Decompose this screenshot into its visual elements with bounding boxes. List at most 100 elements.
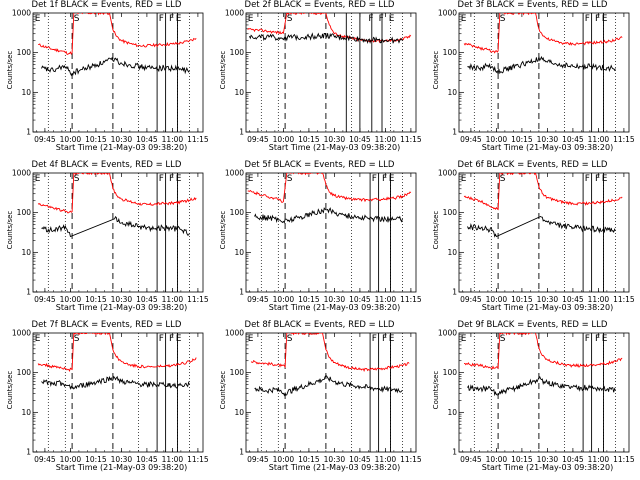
x-tick-label: 10:15: [298, 135, 320, 144]
x-tick-label: 09:45: [460, 455, 482, 464]
y-tick-label: 1: [26, 128, 31, 137]
y-tick-label: 1000: [225, 329, 244, 338]
events-series-line: [467, 375, 616, 397]
x-tick-label: 11:00: [588, 135, 610, 144]
event-marker-label: E: [602, 14, 608, 24]
x-tick-label: 10:45: [349, 295, 371, 304]
y-tick-label: 1000: [12, 9, 31, 18]
axis-frame: [32, 12, 204, 133]
events-series-line: [467, 215, 616, 238]
x-tick-label: 10:45: [349, 135, 371, 144]
event-marker-label: F: [159, 334, 164, 344]
event-marker-label: F: [585, 14, 590, 24]
x-tick-label: 11:15: [613, 295, 635, 304]
x-tick-label: 10:30: [324, 455, 346, 464]
event-marker-label: S: [500, 174, 506, 184]
event-marker-label: F: [585, 334, 590, 344]
plot-area: 1 10 100 1000 09:45 10:00 10:15 10:30 10:45 11:00…: [438, 329, 635, 465]
y-tick-label: 1: [452, 288, 457, 297]
event-marker-label: E: [176, 14, 182, 24]
y-tick-label: 10: [21, 408, 31, 417]
y-tick-label: 10: [21, 248, 31, 257]
event-marker-label: S: [74, 174, 80, 184]
x-tick-label: 10:00: [60, 295, 82, 304]
event-marker-label: E: [248, 174, 254, 184]
chart-title: Det 9f BLACK = Events, RED = LLD: [457, 320, 608, 330]
x-tick-label: 09:45: [460, 295, 482, 304]
event-marker-label: E: [389, 174, 395, 184]
event-marker-label: E: [248, 334, 254, 344]
x-tick-label: 10:00: [60, 135, 82, 144]
event-marker-label: E: [461, 334, 467, 344]
x-axis-label: Start Time (21-May-03 09:38:20): [268, 143, 401, 152]
detector-panel: Det 3f BLACK = Events, RED = LLD Start Ti…: [426, 0, 639, 160]
event-marker-label: F: [159, 14, 164, 24]
x-tick-label: 10:30: [111, 455, 133, 464]
y-tick-label: 100: [443, 48, 458, 57]
event-marker-label: E: [602, 334, 608, 344]
x-tick-label: 10:15: [511, 295, 533, 304]
plot-area: 1 10 100 1000 09:45 10:00 10:15 10:30 10:45 11:00…: [438, 9, 635, 145]
chart-title: Det 5f BLACK = Events, RED = LLD: [244, 160, 395, 170]
x-tick-label: 10:30: [537, 455, 559, 464]
detector-panel: Det 4f BLACK = Events, RED = LLD Start Ti…: [0, 160, 213, 320]
x-tick-label: 10:30: [111, 135, 133, 144]
lld-series-line: [38, 13, 197, 55]
x-tick-label: 09:45: [247, 455, 269, 464]
x-tick-label: 11:00: [162, 455, 184, 464]
y-tick-label: 1: [26, 448, 31, 457]
events-series-line: [467, 55, 616, 75]
event-marker-label: S: [287, 14, 293, 24]
x-tick-label: 10:00: [486, 455, 508, 464]
axis-frame: [245, 12, 417, 133]
events-series-line: [41, 56, 190, 77]
x-tick-label: 11:15: [187, 455, 209, 464]
event-marker-label: F: [595, 174, 600, 184]
lld-series-line: [250, 333, 410, 373]
event-marker-label: F: [169, 14, 174, 24]
x-tick-label: 10:00: [273, 295, 295, 304]
x-tick-label: 10:15: [85, 135, 107, 144]
event-marker-label: F: [595, 14, 600, 24]
y-tick-label: 100: [17, 208, 32, 217]
y-tick-label: 10: [234, 88, 244, 97]
x-tick-label: 10:45: [562, 455, 584, 464]
x-tick-label: 11:15: [400, 135, 422, 144]
axis-frame: [458, 332, 630, 453]
y-tick-label: 100: [443, 368, 458, 377]
y-tick-label: 10: [234, 248, 244, 257]
event-marker-label: F: [379, 14, 384, 24]
event-marker-label: S: [500, 334, 506, 344]
x-tick-label: 11:00: [162, 295, 184, 304]
y-tick-label: 100: [17, 48, 32, 57]
event-marker-label: E: [248, 14, 254, 24]
y-tick-label: 1000: [12, 329, 31, 338]
y-tick-label: 1: [239, 288, 244, 297]
events-series-line: [248, 32, 403, 45]
x-tick-label: 09:45: [247, 295, 269, 304]
x-tick-label: 11:15: [187, 135, 209, 144]
axis-frame: [245, 332, 417, 453]
chart-title: Det 3f BLACK = Events, RED = LLD: [457, 0, 608, 10]
y-tick-label: 1000: [438, 169, 457, 178]
x-tick-label: 11:00: [162, 135, 184, 144]
lld-series-line: [37, 333, 197, 372]
x-tick-label: 09:45: [247, 135, 269, 144]
x-tick-label: 11:00: [375, 295, 397, 304]
y-tick-label: 10: [447, 248, 457, 257]
x-tick-label: 10:15: [511, 455, 533, 464]
y-tick-label: 1000: [12, 169, 31, 178]
event-marker-label: F: [372, 334, 377, 344]
events-series-line: [41, 375, 190, 390]
x-axis-label: Start Time (21-May-03 09:38:20): [481, 463, 614, 472]
plot-area: 1 10 100 1000 09:45 10:00 10:15 10:30 10:45 11:00…: [12, 169, 209, 305]
x-axis-label: Start Time (21-May-03 09:38:20): [268, 463, 401, 472]
y-tick-label: 100: [230, 48, 245, 57]
chart-title: Det 7f BLACK = Events, RED = LLD: [31, 320, 182, 330]
chart-title: Det 4f BLACK = Events, RED = LLD: [31, 160, 182, 170]
x-tick-label: 10:00: [486, 295, 508, 304]
x-tick-label: 10:45: [562, 135, 584, 144]
event-marker-label: S: [74, 334, 80, 344]
x-tick-label: 09:45: [34, 295, 56, 304]
